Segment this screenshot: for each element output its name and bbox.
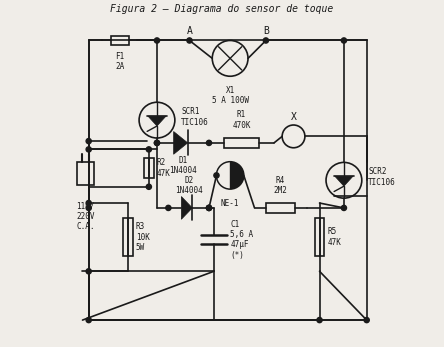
Circle shape [155, 140, 159, 145]
Text: F1
2A: F1 2A [115, 52, 124, 71]
Circle shape [217, 162, 244, 189]
Circle shape [263, 38, 269, 43]
Circle shape [282, 125, 305, 148]
Text: R2
47K: R2 47K [157, 158, 171, 178]
FancyBboxPatch shape [76, 162, 95, 185]
FancyBboxPatch shape [123, 218, 133, 256]
Circle shape [139, 102, 175, 138]
Circle shape [166, 205, 171, 211]
Text: R3
10K
5W: R3 10K 5W [136, 222, 150, 252]
Title: Figura 2 – Diagrama do sensor de toque: Figura 2 – Diagrama do sensor de toque [111, 4, 333, 14]
FancyBboxPatch shape [144, 158, 154, 178]
Text: R1
470K: R1 470K [232, 110, 251, 130]
Circle shape [206, 205, 212, 211]
Circle shape [86, 318, 91, 323]
Circle shape [206, 205, 212, 211]
Text: 110/
220V
C.A.: 110/ 220V C.A. [76, 201, 95, 231]
FancyBboxPatch shape [266, 203, 295, 213]
Polygon shape [148, 116, 166, 126]
FancyBboxPatch shape [111, 36, 128, 44]
Circle shape [326, 162, 362, 198]
Circle shape [146, 147, 151, 152]
Polygon shape [174, 132, 188, 154]
Circle shape [214, 173, 219, 178]
Circle shape [146, 184, 151, 189]
Text: R5
47K: R5 47K [328, 228, 341, 247]
Circle shape [155, 38, 159, 43]
FancyBboxPatch shape [224, 138, 259, 148]
Circle shape [155, 140, 159, 145]
Circle shape [86, 147, 91, 152]
Circle shape [341, 38, 346, 43]
Circle shape [86, 205, 91, 211]
Text: SCR1
TIC106: SCR1 TIC106 [181, 107, 209, 127]
Polygon shape [181, 196, 192, 219]
Text: D2
1N4004: D2 1N4004 [175, 176, 202, 195]
FancyBboxPatch shape [315, 218, 325, 256]
Text: X: X [290, 112, 297, 122]
Circle shape [86, 138, 91, 144]
Circle shape [86, 201, 91, 206]
Circle shape [364, 318, 369, 323]
Text: D1
1N4004: D1 1N4004 [169, 156, 197, 175]
Circle shape [341, 205, 346, 211]
Wedge shape [217, 162, 230, 188]
Circle shape [317, 318, 322, 323]
Circle shape [212, 41, 248, 76]
Circle shape [206, 205, 212, 211]
Text: R4
2M2: R4 2M2 [274, 176, 287, 195]
Circle shape [206, 140, 212, 145]
Circle shape [187, 38, 192, 43]
Circle shape [86, 269, 91, 274]
Polygon shape [335, 176, 353, 186]
Text: SCR2
TIC106: SCR2 TIC106 [369, 167, 396, 187]
Text: C1
5,6 A
47μF
(*): C1 5,6 A 47μF (*) [230, 220, 253, 260]
Text: A: A [186, 26, 192, 36]
Text: X1
5 A 100W: X1 5 A 100W [212, 86, 249, 105]
Text: B: B [263, 26, 269, 36]
Text: NE-1: NE-1 [221, 199, 239, 208]
